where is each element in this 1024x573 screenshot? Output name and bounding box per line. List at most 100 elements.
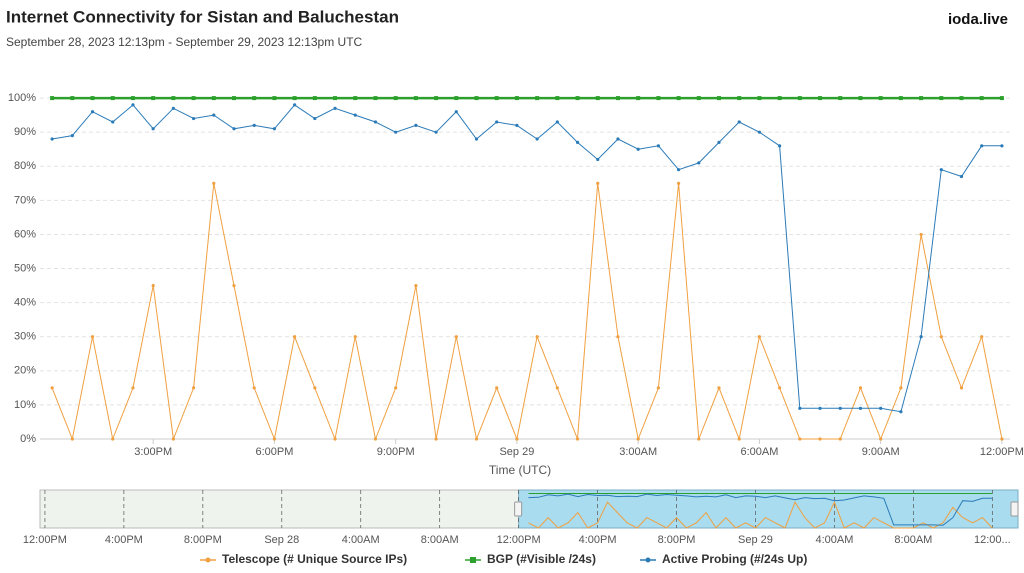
- series-marker: [232, 283, 236, 288]
- series-marker: [757, 130, 762, 134]
- series-marker: [373, 120, 378, 124]
- series-marker: [858, 96, 863, 101]
- series-marker: [130, 96, 135, 101]
- series-marker: [939, 335, 943, 339]
- legend-label: Telescope (# Unique Source IPs): [222, 552, 407, 566]
- series-marker: [212, 181, 216, 185]
- navigator-handle[interactable]: [514, 501, 523, 517]
- series-marker: [656, 96, 661, 101]
- x-tick-label: 9:00AM: [862, 446, 900, 458]
- series-marker: [555, 386, 559, 390]
- navigator-tick-label: Sep 28: [264, 534, 299, 546]
- series-marker: [333, 96, 338, 101]
- y-tick-label: 80%: [14, 160, 36, 172]
- series-marker: [394, 130, 398, 134]
- series-marker: [878, 96, 883, 101]
- series-marker: [212, 113, 216, 117]
- legend-label: Active Probing (#/24s Up): [662, 552, 807, 566]
- series-marker: [1000, 437, 1004, 441]
- x-tick-label: 6:00AM: [740, 446, 778, 458]
- series-marker: [313, 386, 317, 390]
- series-marker: [111, 120, 115, 124]
- series-marker: [333, 106, 337, 110]
- legend-item[interactable]: Active Probing (#/24s Up): [640, 552, 807, 566]
- chart-title: Internet Connectivity for Sistan and Bal…: [6, 7, 399, 26]
- navigator-tick-label: 4:00AM: [342, 534, 380, 546]
- navigator-tick-label: 12:00...: [974, 534, 1011, 546]
- series-marker: [858, 406, 863, 410]
- series-marker: [272, 127, 277, 131]
- legend-item[interactable]: BGP (#Visible /24s): [465, 552, 596, 566]
- series-marker: [494, 96, 499, 101]
- series-marker: [211, 96, 216, 101]
- series-marker: [575, 96, 580, 101]
- series-line: [51, 183, 1003, 441]
- series-marker: [838, 96, 843, 101]
- series-marker: [980, 144, 984, 148]
- series-marker: [90, 110, 95, 114]
- series-marker: [394, 386, 398, 390]
- navigator-line: [528, 493, 993, 526]
- series-marker: [151, 96, 156, 101]
- series-marker: [515, 437, 519, 441]
- series-marker: [676, 96, 681, 101]
- y-tick-label: 20%: [14, 365, 36, 377]
- navigator-handle[interactable]: [1010, 501, 1019, 517]
- series-marker: [272, 96, 277, 101]
- series-marker: [616, 137, 620, 141]
- series-marker: [131, 386, 135, 390]
- navigator-tick-label: 4:00PM: [579, 534, 617, 546]
- x-tick-label: 6:00PM: [255, 446, 293, 458]
- series-marker: [939, 168, 943, 172]
- x-tick-label: Sep 29: [499, 446, 534, 458]
- series-line: [52, 104, 1002, 413]
- legend-item[interactable]: Telescope (# Unique Source IPs): [200, 552, 407, 566]
- series-marker: [434, 130, 438, 134]
- series-marker: [919, 96, 924, 101]
- series-marker: [980, 335, 984, 339]
- series-marker: [414, 123, 418, 127]
- series-marker: [757, 335, 762, 339]
- series-marker: [899, 410, 903, 414]
- series-marker: [656, 144, 660, 148]
- series-marker: [90, 335, 95, 339]
- series-marker: [50, 96, 55, 101]
- series-marker: [191, 116, 196, 121]
- series-marker: [777, 96, 782, 101]
- navigator-tick-label: 8:00PM: [184, 534, 222, 546]
- series-marker: [171, 437, 175, 441]
- series-marker: [575, 140, 580, 145]
- series-marker: [737, 96, 742, 101]
- series-marker: [717, 140, 721, 145]
- series-marker: [717, 386, 721, 390]
- series-marker: [151, 127, 155, 131]
- series-marker: [656, 386, 660, 390]
- series-marker: [535, 137, 539, 141]
- series-marker: [454, 335, 458, 339]
- series-marker: [495, 120, 499, 124]
- x-tick-label: 3:00AM: [619, 446, 657, 458]
- series-marker: [413, 96, 418, 101]
- y-tick-label: 100%: [8, 92, 36, 104]
- y-tick-label: 10%: [14, 399, 36, 411]
- series-marker: [879, 406, 883, 410]
- legend-marker: [645, 557, 651, 563]
- brand[interactable]: ioda.live: [948, 11, 1008, 28]
- series-marker: [110, 96, 115, 101]
- series-marker: [919, 232, 923, 237]
- series-marker: [414, 283, 418, 288]
- legend-marker: [470, 557, 476, 563]
- navigator-tick-label: 8:00AM: [421, 534, 459, 546]
- y-tick-label: 0%: [20, 433, 36, 445]
- series-marker: [818, 96, 823, 101]
- series-marker: [858, 386, 863, 390]
- navigator-tick-label: 4:00PM: [105, 534, 143, 546]
- series-marker: [535, 335, 539, 339]
- series-marker: [959, 174, 964, 179]
- series-marker: [879, 437, 883, 441]
- series-marker: [131, 103, 135, 107]
- series-marker: [70, 133, 74, 138]
- series-marker: [818, 437, 822, 441]
- series-marker: [636, 437, 640, 441]
- series-marker: [778, 386, 782, 390]
